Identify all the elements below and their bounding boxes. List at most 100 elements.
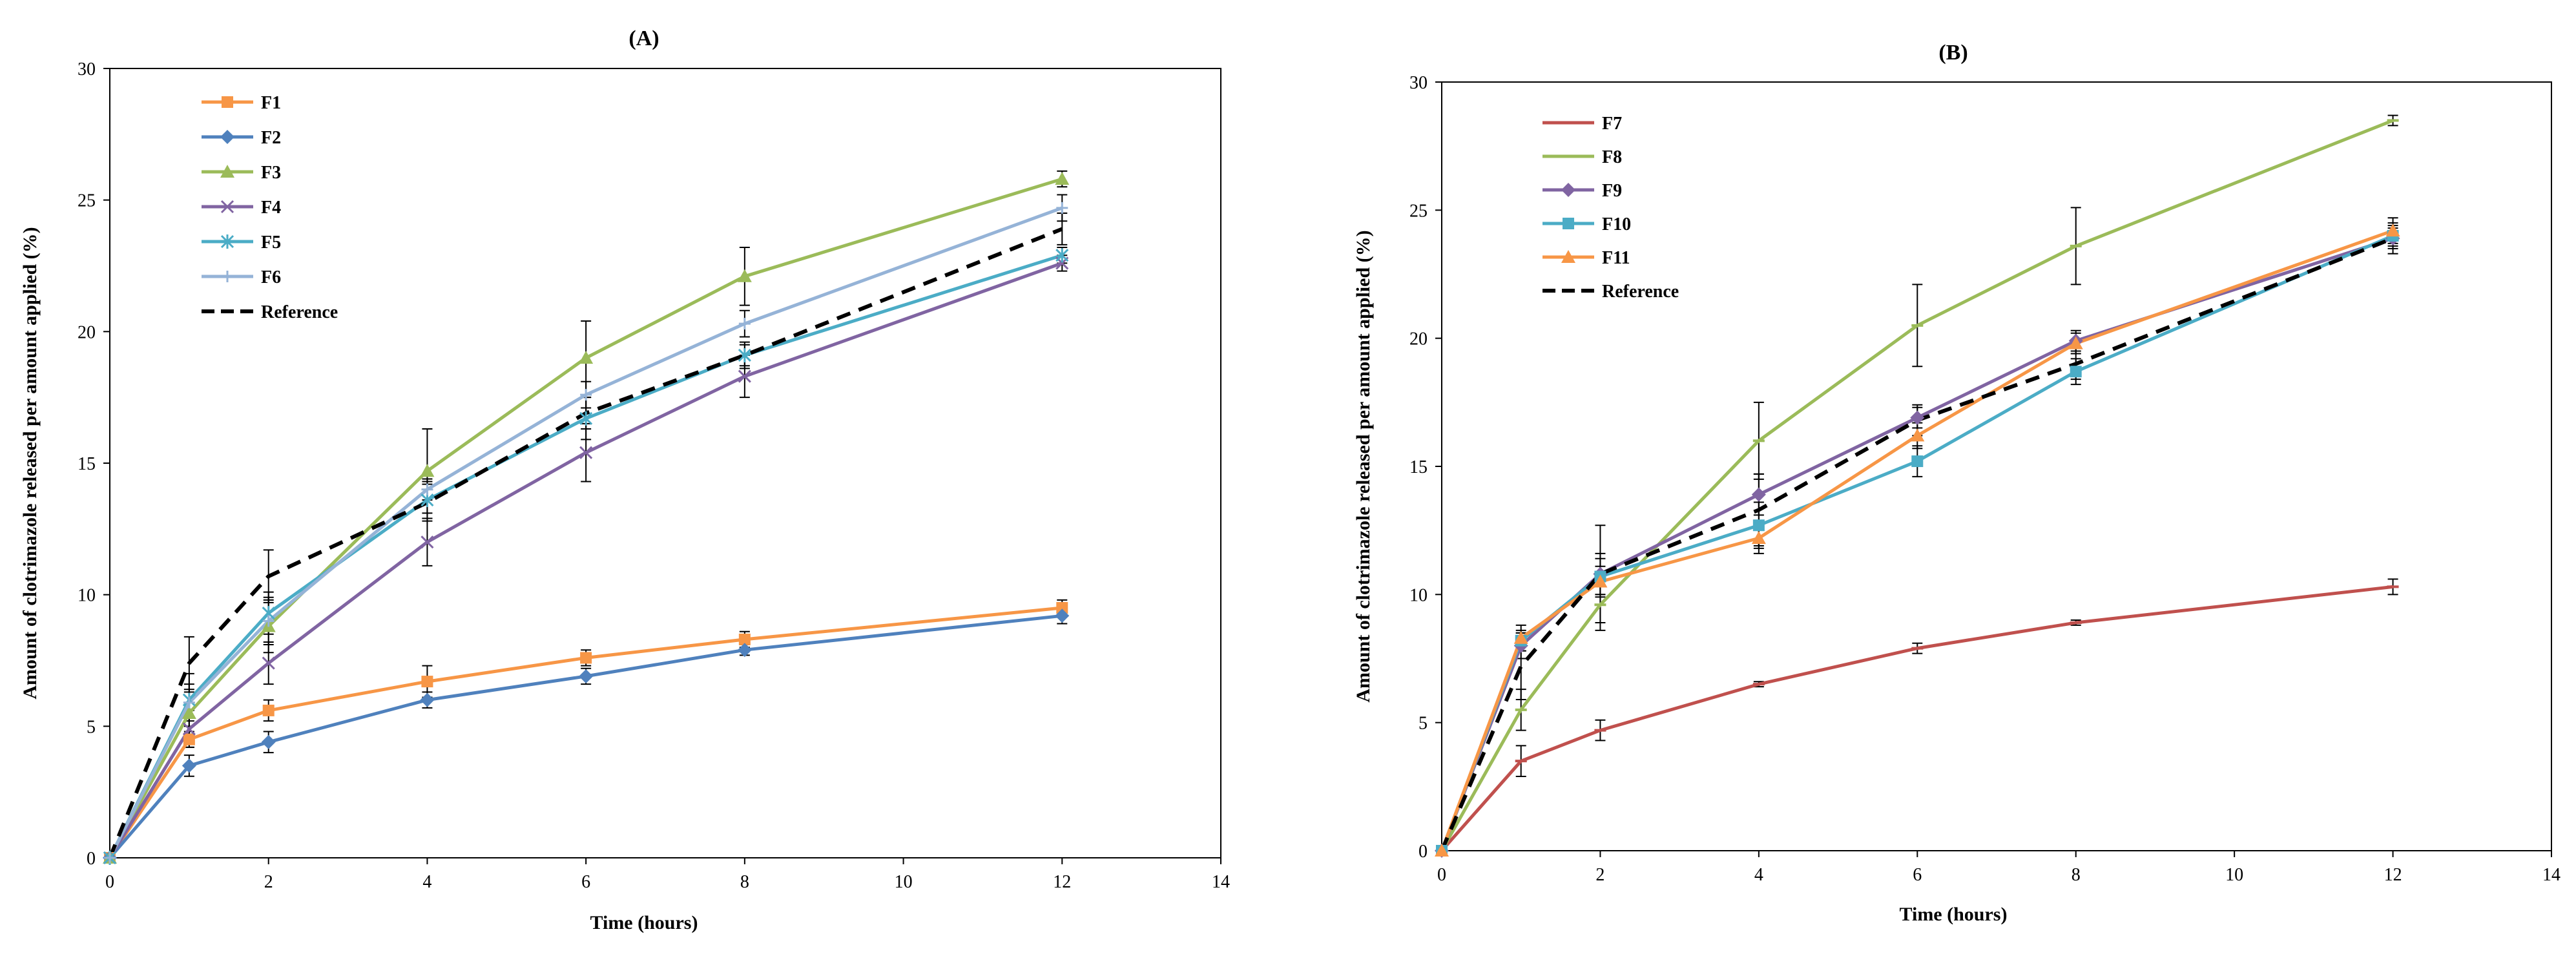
legend-label-reference: Reference: [1602, 282, 1679, 302]
legend-marker-f3: [220, 165, 234, 178]
data-point-f10: [1752, 519, 1765, 532]
data-point-f1: [183, 733, 195, 745]
y-tick-label: 30: [1409, 73, 1428, 93]
legend-label-f8: F8: [1602, 147, 1622, 167]
legend-label-f9: F9: [1602, 181, 1622, 201]
data-point-f6: [262, 615, 275, 627]
data-point-f6: [421, 483, 433, 495]
x-tick-label: 2: [264, 872, 273, 892]
data-point-f4: [738, 369, 751, 383]
x-tick-label: 8: [740, 872, 749, 892]
x-tick-label: 10: [2225, 865, 2243, 885]
x-tick-label: 12: [2384, 865, 2402, 885]
data-point-f1: [262, 704, 275, 716]
y-tick-label: 5: [1418, 714, 1428, 734]
x-tick-label: 10: [895, 872, 913, 892]
data-point-f6: [1056, 202, 1068, 214]
data-point-f10: [1911, 455, 1924, 468]
y-tick-label: 0: [87, 849, 96, 869]
data-point-f2: [420, 692, 435, 707]
legend-label-f10: F10: [1602, 214, 1631, 234]
chart-title: (A): [628, 26, 659, 50]
legend-marker-f2: [220, 130, 234, 144]
x-axis-label: Time (hours): [1900, 904, 2008, 925]
legend: F1 F2 F3 F4 F5 F6 Reference: [202, 93, 338, 322]
legend-marker-f10: [1563, 218, 1574, 229]
legend-label-f7: F7: [1602, 114, 1622, 134]
data-point-f6: [104, 852, 116, 864]
data-point-f11: [1435, 844, 1449, 857]
legend-label-f5: F5: [261, 233, 281, 253]
x-tick-label: 6: [1913, 865, 1922, 885]
y-tick-label: 10: [1409, 585, 1428, 605]
legend: F7 F8 F9 F10 F11 Reference: [1542, 114, 1679, 302]
data-point-f3: [737, 269, 752, 282]
data-point-f5: [579, 411, 593, 426]
x-tick-label: 4: [422, 872, 431, 892]
data-point-f9: [1910, 410, 1925, 425]
y-tick-label: 20: [78, 322, 96, 342]
data-point-f3: [182, 705, 196, 719]
legend-label-f3: F3: [261, 163, 281, 183]
y-tick-label: 0: [1418, 842, 1428, 862]
y-tick-label: 15: [1409, 457, 1428, 477]
chart-title: (B): [1938, 41, 1968, 65]
data-point-f4: [182, 722, 196, 736]
x-tick-label: 0: [1437, 865, 1446, 885]
data-point-f2: [261, 734, 276, 749]
x-tick-label: 14: [1212, 872, 1230, 892]
series-line-reference: [108, 227, 1063, 859]
data-point-f3: [420, 464, 435, 477]
y-axis-label: Amount of clotrimazole released per amou…: [19, 227, 41, 699]
data-markers: [103, 172, 1070, 865]
data-point-f5: [1055, 248, 1069, 263]
axis-ticks: 0 2 4 6 8 10 12 14 0 5 10 15 20 25 30: [1409, 73, 2560, 885]
data-point-f6: [738, 318, 751, 330]
y-tick-label: 5: [87, 717, 96, 737]
chart-panel-b: (B) 0 2 4 6 8 10 12 14 0 5 10 15 20 25 30 F7 F8 F9 F10 F11…: [1353, 41, 2560, 925]
legend-marker-f1: [222, 96, 233, 108]
y-tick-label: 20: [1409, 329, 1428, 349]
legend-label-f6: F6: [261, 267, 281, 287]
data-point-f2: [579, 669, 594, 683]
x-tick-label: 8: [2072, 865, 2081, 885]
data-point-f2: [1055, 608, 1070, 623]
legend-marker-f6: [222, 271, 233, 282]
data-point-f5: [738, 348, 751, 362]
y-tick-label: 25: [1409, 201, 1428, 221]
x-axis-label: Time (hours): [590, 912, 698, 933]
legend-marker-f11: [1561, 250, 1575, 263]
y-axis-label: Amount of clotrimazole released per amou…: [1353, 230, 1374, 702]
data-point-f11: [1751, 531, 1766, 545]
data-point-f9: [1751, 487, 1766, 502]
legend-marker-f5: [220, 234, 234, 249]
y-tick-label: 10: [78, 586, 96, 606]
data-point-f11: [2068, 336, 2083, 349]
x-tick-label: 4: [1754, 865, 1763, 885]
chart-panel-a: (A) 0 2 4 6 8 10 12 14 0 5 10 15 20 25 30 F1 F2 F3 F4 F5 F6…: [19, 26, 1230, 933]
legend-label-f11: F11: [1602, 248, 1630, 268]
legend-marker-f4: [220, 200, 234, 214]
x-tick-label: 0: [105, 872, 114, 892]
y-tick-label: 15: [78, 454, 96, 474]
y-tick-label: 25: [78, 191, 96, 211]
y-tick-label: 30: [78, 59, 96, 79]
data-point-f4: [421, 535, 434, 549]
legend-label-f4: F4: [261, 198, 281, 218]
data-point-f4: [262, 656, 275, 670]
data-point-f11: [1513, 630, 1528, 644]
data-point-f11: [2385, 223, 2400, 237]
data-point-f10: [2070, 366, 2082, 378]
data-point-f4: [579, 446, 593, 459]
data-point-f11: [1910, 428, 1925, 442]
data-point-f2: [737, 643, 752, 658]
x-tick-label: 6: [581, 872, 590, 892]
data-point-f1: [580, 652, 592, 664]
series-line-reference: [1440, 236, 2394, 852]
x-tick-label: 12: [1053, 872, 1071, 892]
data-point-f3: [579, 351, 594, 364]
data-point-f3: [1055, 172, 1070, 185]
data-point-f1: [421, 676, 433, 688]
data-point-f6: [183, 696, 195, 709]
